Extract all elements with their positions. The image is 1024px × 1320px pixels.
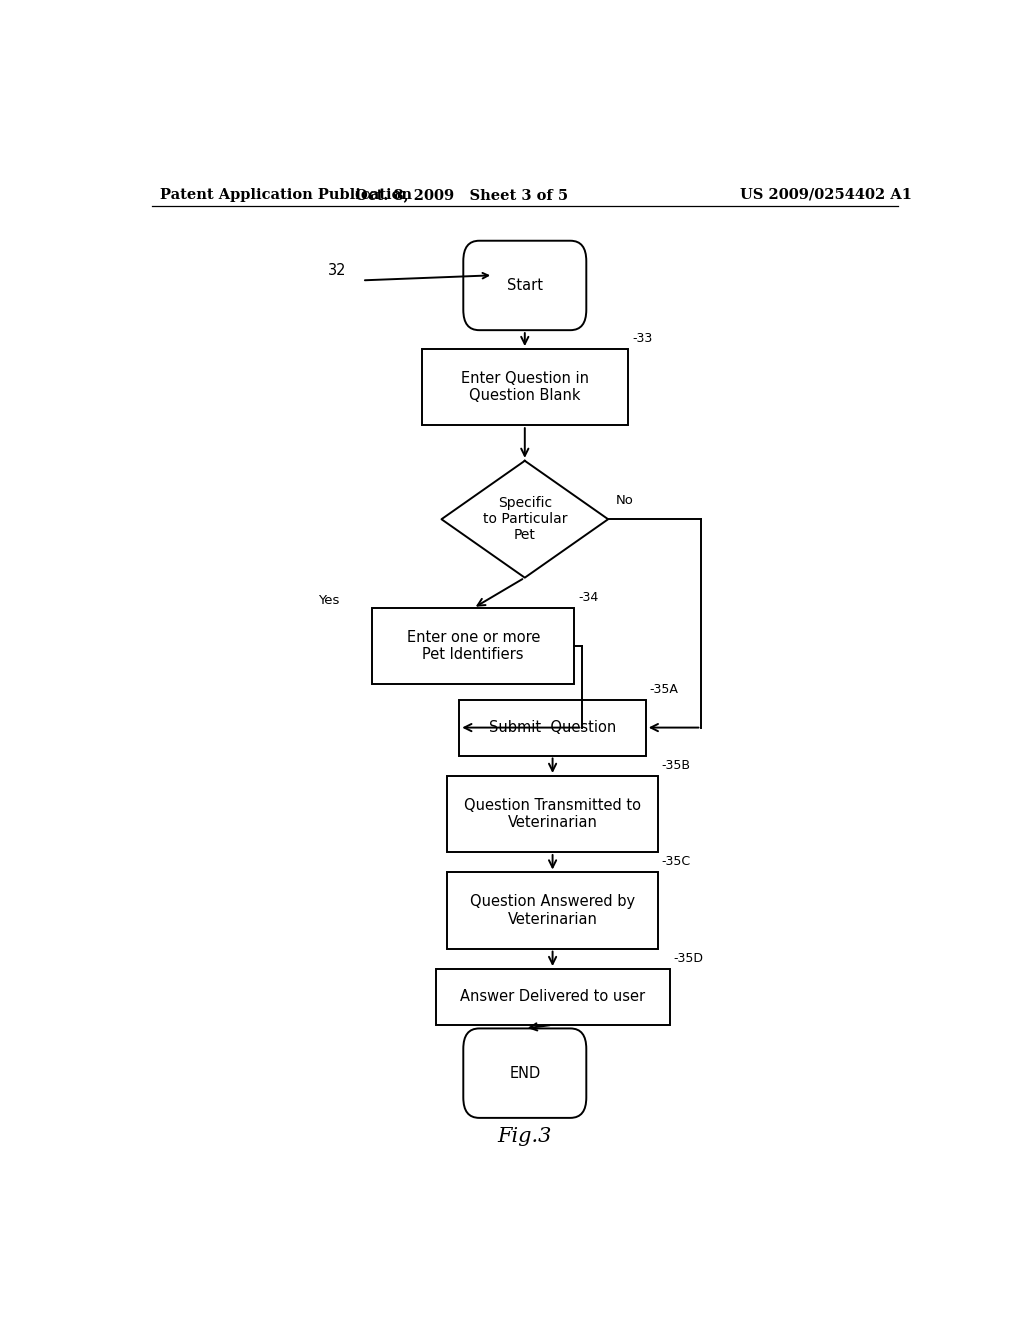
Bar — [422, 348, 628, 425]
Text: -35C: -35C — [662, 855, 691, 869]
Text: 32: 32 — [328, 263, 346, 277]
Text: US 2009/0254402 A1: US 2009/0254402 A1 — [740, 187, 912, 202]
Text: Answer Delivered to user: Answer Delivered to user — [460, 990, 645, 1005]
Text: -35A: -35A — [650, 682, 679, 696]
Text: Enter Question in
Question Blank: Enter Question in Question Blank — [461, 371, 589, 404]
Text: -33: -33 — [632, 331, 652, 345]
Text: Fig.3: Fig.3 — [498, 1127, 552, 1146]
Text: -34: -34 — [579, 591, 599, 605]
Text: Patent Application Publication: Patent Application Publication — [160, 187, 412, 202]
Text: -35B: -35B — [662, 759, 691, 772]
Bar — [447, 776, 657, 853]
Text: END: END — [509, 1065, 541, 1081]
Text: Enter one or more
Pet Identifiers: Enter one or more Pet Identifiers — [407, 630, 540, 663]
Bar — [372, 609, 574, 684]
Text: Start: Start — [507, 279, 543, 293]
Bar — [435, 969, 670, 1024]
Bar — [460, 700, 646, 755]
Text: Oct. 8, 2009   Sheet 3 of 5: Oct. 8, 2009 Sheet 3 of 5 — [354, 187, 568, 202]
Text: Submit  Question: Submit Question — [488, 721, 616, 735]
Text: No: No — [616, 494, 634, 507]
Text: -35D: -35D — [674, 952, 703, 965]
Text: Question Answered by
Veterinarian: Question Answered by Veterinarian — [470, 895, 635, 927]
Text: Specific
to Particular
Pet: Specific to Particular Pet — [482, 496, 567, 543]
Text: Question Transmitted to
Veterinarian: Question Transmitted to Veterinarian — [464, 797, 641, 830]
Bar — [447, 873, 657, 949]
Text: Yes: Yes — [318, 594, 340, 607]
